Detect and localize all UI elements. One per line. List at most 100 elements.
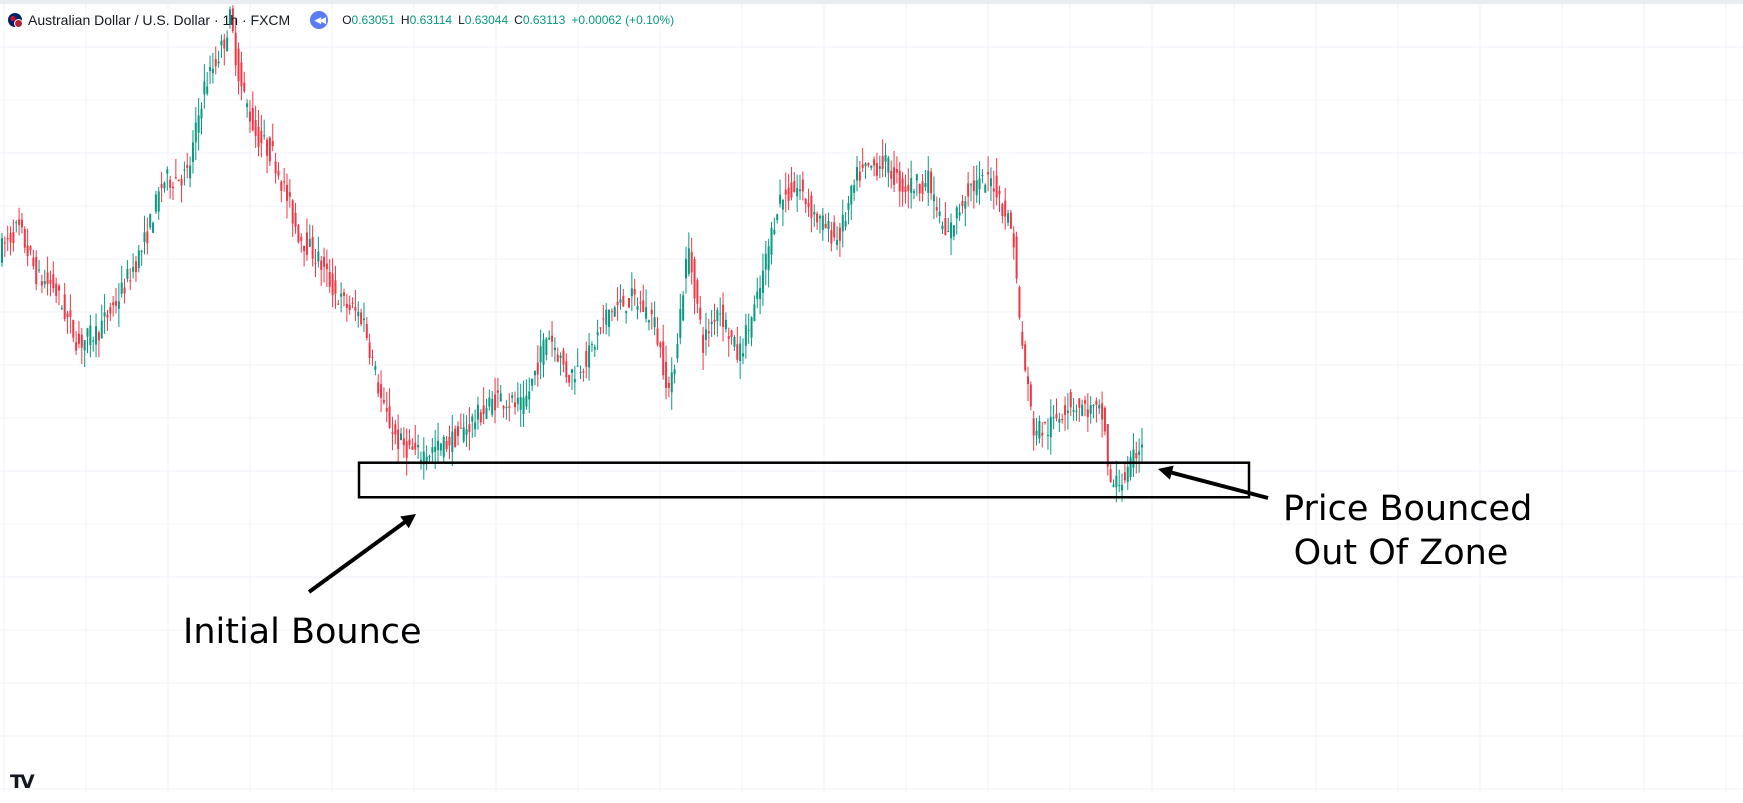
candle-body <box>206 86 209 94</box>
candle-body <box>893 167 896 185</box>
candle-body <box>180 178 183 186</box>
candle-body <box>650 309 653 314</box>
annotation-price-bounced: Price Bounced Out Of Zone <box>1283 487 1532 575</box>
candle <box>582 368 585 382</box>
candle <box>1138 438 1141 473</box>
candle-body <box>790 182 793 198</box>
candle <box>764 240 767 286</box>
candle <box>305 218 308 261</box>
candle-body <box>46 272 49 284</box>
candle-body <box>693 259 696 299</box>
candle-body <box>756 291 759 299</box>
candle <box>280 179 283 203</box>
candle <box>462 413 465 444</box>
candle-body <box>211 68 214 74</box>
candle <box>263 119 266 140</box>
candle-body <box>958 212 961 216</box>
candle-body <box>813 211 816 215</box>
candle <box>984 183 987 193</box>
candle-body <box>585 350 588 367</box>
candle <box>927 156 930 206</box>
candle-body <box>508 406 511 408</box>
candle <box>172 181 174 200</box>
candle-body <box>251 108 254 131</box>
candle <box>246 99 249 118</box>
candle-body <box>1112 484 1115 487</box>
candle-body <box>260 130 263 144</box>
candle-body <box>747 329 750 331</box>
candle-body <box>1041 432 1044 436</box>
candle-body <box>645 307 648 319</box>
candle-body <box>676 343 679 359</box>
candle <box>995 158 998 206</box>
candle <box>573 365 576 395</box>
candle <box>476 396 479 430</box>
candle <box>536 345 539 387</box>
candle <box>1 232 3 267</box>
candle <box>494 377 497 424</box>
candle-body <box>673 369 676 375</box>
candle <box>6 225 9 251</box>
candle-body <box>63 294 66 319</box>
candle <box>898 161 901 207</box>
candle <box>793 172 796 193</box>
candle <box>75 330 78 355</box>
candle <box>1015 231 1018 284</box>
candle-body <box>1052 417 1055 419</box>
candle <box>451 415 454 467</box>
candle <box>856 156 858 192</box>
candle <box>656 316 659 347</box>
candle <box>1075 404 1078 421</box>
candle-body <box>818 216 821 219</box>
candle-body <box>1081 404 1084 417</box>
candle <box>1129 450 1132 481</box>
candle-body <box>744 325 747 346</box>
candle-body <box>129 280 132 282</box>
candle-body <box>833 222 836 238</box>
candle <box>659 341 662 358</box>
candle-body <box>989 178 992 187</box>
candle <box>915 173 918 197</box>
candle <box>448 425 451 460</box>
candle-body <box>685 258 687 279</box>
arrow-initial-bounce-shaft <box>307 519 407 594</box>
candle-body <box>887 157 890 173</box>
candle <box>3 236 6 258</box>
candle <box>1021 321 1024 349</box>
candle-body <box>972 180 975 192</box>
candle-body <box>1021 331 1024 346</box>
candle <box>180 174 183 203</box>
candle-body <box>152 222 155 233</box>
candle-body <box>422 451 425 465</box>
annotation-arrows <box>307 465 1269 594</box>
symbol-title[interactable]: Australian Dollar / U.S. Dollar · 1h · F… <box>28 12 291 28</box>
candle-body <box>1049 416 1052 438</box>
tradingview-logo-icon[interactable]: TV <box>10 771 35 793</box>
close-value: 0.63113 <box>522 13 566 27</box>
candle-body <box>1061 418 1064 421</box>
candle <box>696 278 699 313</box>
candle-body <box>656 328 659 345</box>
candle <box>157 186 160 220</box>
replay-icon[interactable]: ◀◀ <box>310 11 329 29</box>
candle <box>362 302 365 332</box>
candle-body <box>80 334 83 348</box>
candle <box>257 110 260 157</box>
support-zone <box>357 461 1251 499</box>
candle-body <box>137 250 140 269</box>
candle <box>268 136 271 167</box>
candle <box>673 364 676 384</box>
candle-body <box>69 310 72 317</box>
candle <box>311 225 314 267</box>
candle <box>103 294 106 334</box>
candle-body <box>482 405 485 415</box>
candle-body <box>491 398 494 415</box>
candle-body <box>696 280 699 304</box>
candle <box>348 295 351 315</box>
candle-body <box>419 459 422 462</box>
candle-body <box>821 215 824 231</box>
low-label: L <box>458 13 465 27</box>
candle-body <box>625 311 628 314</box>
candle <box>904 174 907 204</box>
